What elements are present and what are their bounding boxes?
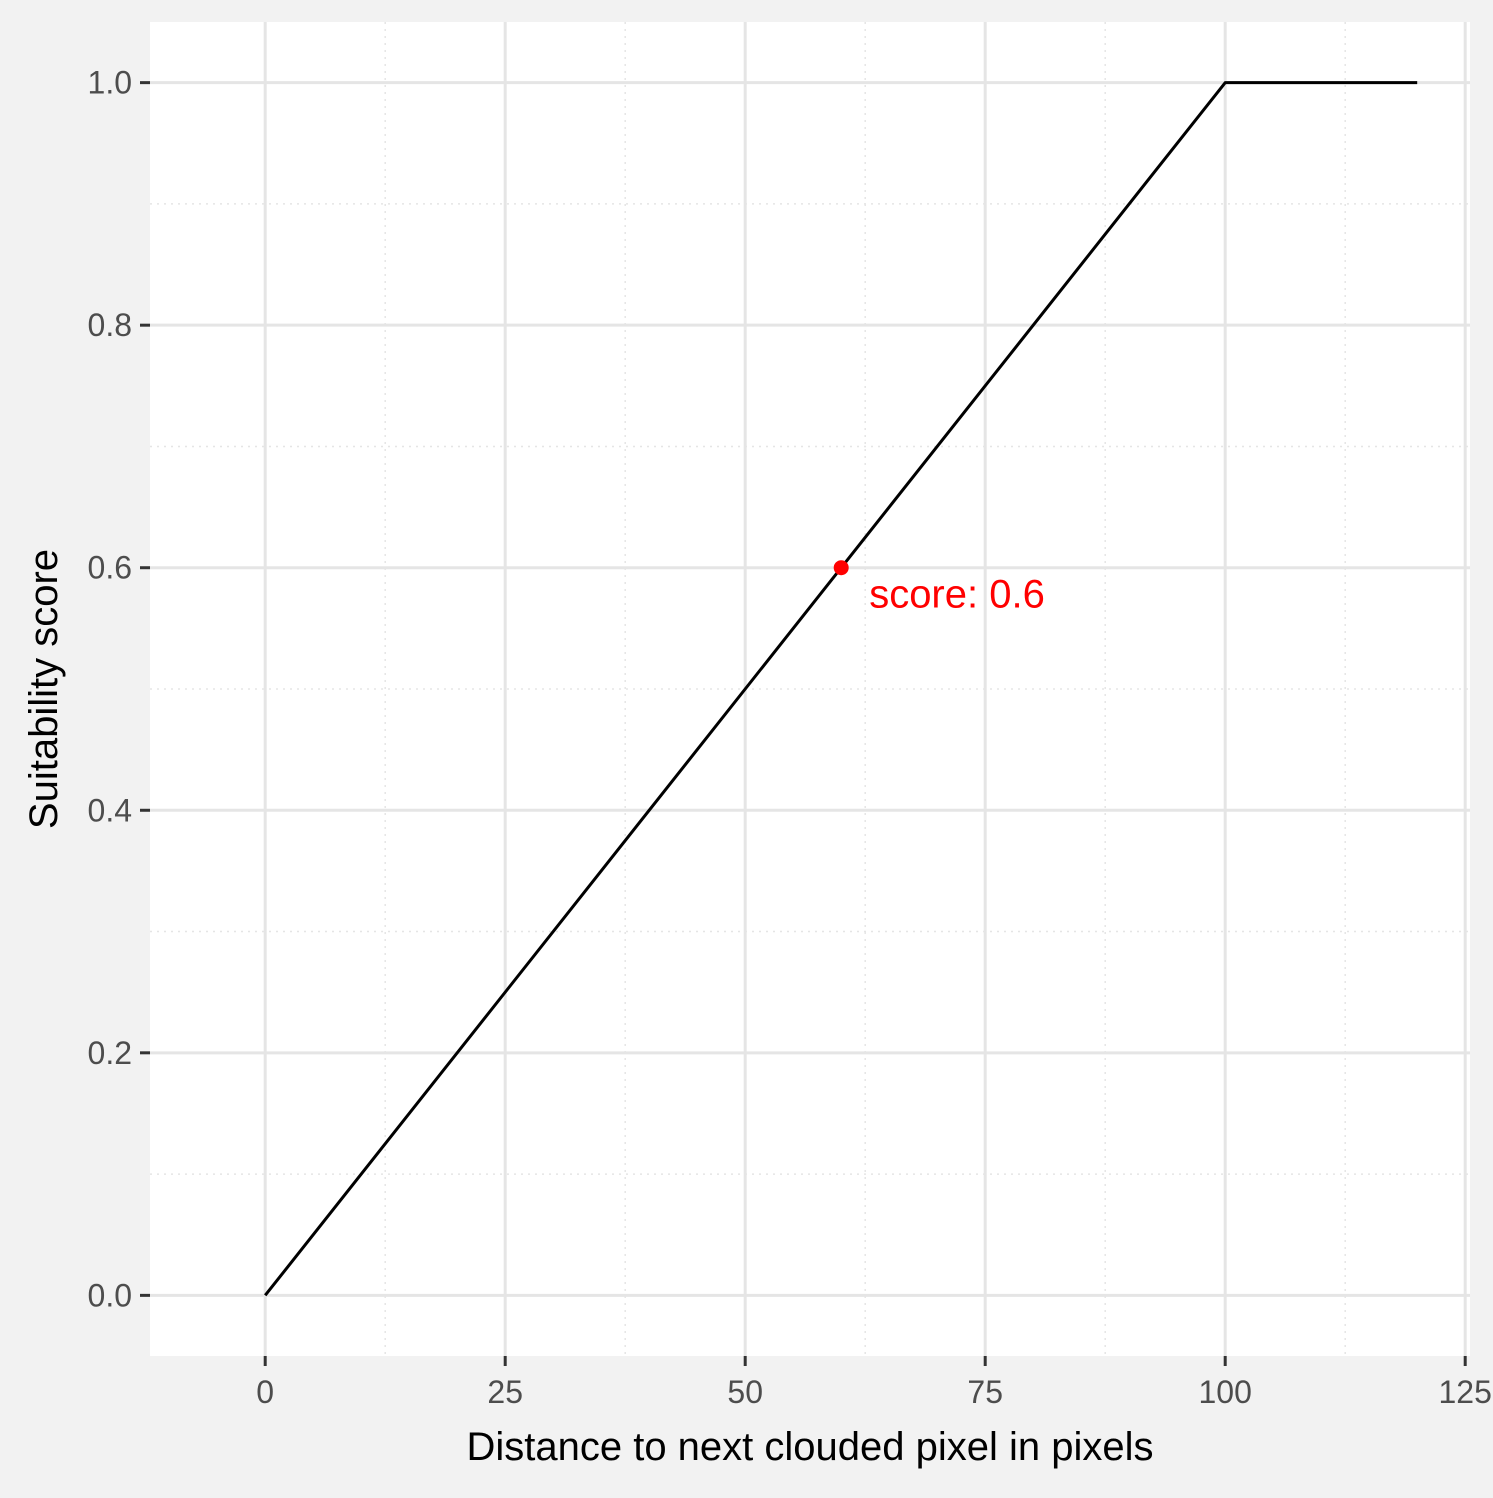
- y-tick-label: 1.0: [88, 65, 132, 101]
- highlight-point: [833, 560, 849, 576]
- y-axis-title: Suitability score: [22, 549, 66, 829]
- y-tick-label: 0.0: [88, 1277, 132, 1313]
- y-tick-label: 0.8: [88, 307, 132, 343]
- x-tick-label: 0: [256, 1374, 274, 1410]
- annotation-label: score: 0.6: [869, 573, 1045, 617]
- x-tick-label: 25: [487, 1374, 523, 1410]
- x-tick-label: 125: [1439, 1374, 1492, 1410]
- minor-gridlines: [150, 22, 1470, 1356]
- y-tick-label: 0.6: [88, 550, 132, 586]
- series-layer: [264, 81, 1418, 1297]
- x-axis-title: Distance to next clouded pixel in pixels: [466, 1425, 1153, 1469]
- x-tick-label: 50: [727, 1374, 763, 1410]
- y-tick-label: 0.4: [88, 792, 132, 828]
- highlight-layer: score: 0.6: [833, 560, 1045, 617]
- major-gridlines: [150, 22, 1470, 1356]
- series-line: [264, 81, 1418, 1297]
- x-tick-label: 75: [967, 1374, 1003, 1410]
- y-tick-label: 0.2: [88, 1035, 132, 1071]
- x-axis-ticks: 0 25 50 75 100 125: [256, 1356, 1492, 1410]
- y-axis-ticks: 0.0 0.2 0.4 0.6 0.8 1.0: [88, 65, 150, 1313]
- x-tick-label: 100: [1199, 1374, 1252, 1410]
